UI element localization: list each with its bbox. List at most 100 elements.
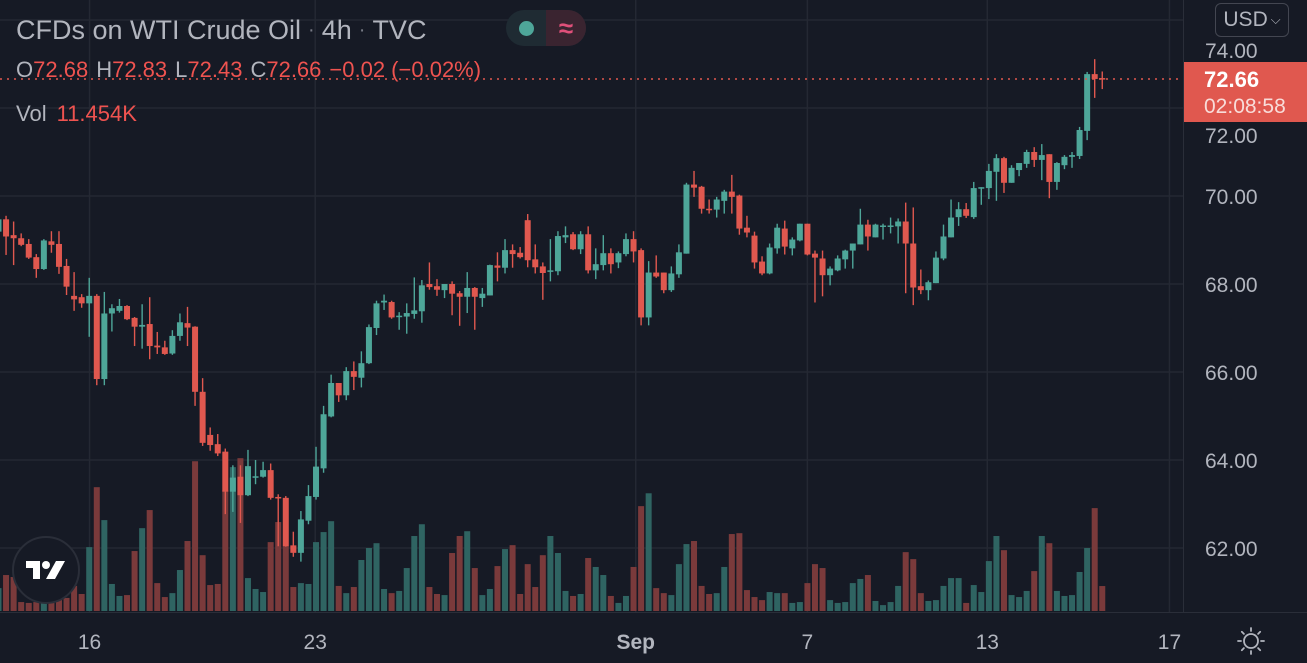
candle-body xyxy=(40,240,47,270)
candle-body xyxy=(252,476,259,478)
candle-body xyxy=(1099,78,1106,80)
currency-button[interactable]: USD ⌵ xyxy=(1215,3,1289,37)
volume-bar xyxy=(1099,586,1106,611)
candle-body xyxy=(1038,155,1045,160)
volume-bar xyxy=(320,532,327,611)
volume-legend[interactable]: Vol 11.454K xyxy=(16,101,137,127)
candle-body xyxy=(418,285,425,312)
candle-body xyxy=(1053,163,1060,182)
volume-bar xyxy=(479,595,486,611)
volume-bar xyxy=(275,522,282,611)
candle-body xyxy=(207,434,214,446)
tradingview-logo[interactable] xyxy=(12,536,80,604)
volume-bar xyxy=(237,458,244,611)
candle-body xyxy=(517,252,524,258)
candle-body xyxy=(101,313,108,380)
candle-body xyxy=(985,170,992,189)
time-tick-label: 13 xyxy=(976,631,999,654)
candle-body xyxy=(622,239,629,255)
candle-body xyxy=(577,234,584,250)
candle-body xyxy=(691,184,698,188)
candle-body xyxy=(993,158,1000,172)
volume-bar xyxy=(827,600,834,611)
candle-body xyxy=(774,227,781,249)
settings-sun-icon[interactable] xyxy=(1236,626,1266,656)
candle-body xyxy=(819,258,826,276)
candle-body xyxy=(849,243,856,251)
candle-body xyxy=(834,258,841,271)
volume-bar xyxy=(895,585,902,611)
volume-bar xyxy=(335,585,342,611)
candle-body xyxy=(781,228,788,247)
separator: · xyxy=(358,18,366,41)
high-value: 72.83 xyxy=(112,57,168,82)
volume-bar xyxy=(600,575,607,611)
candle-body xyxy=(736,195,743,229)
candle-body xyxy=(176,322,183,336)
volume-bar xyxy=(441,595,448,611)
volume-bar xyxy=(524,564,531,611)
symbol-title[interactable]: CFDs on WTI Crude Oil · 4h · TVC xyxy=(16,12,426,48)
volume-bar xyxy=(948,578,955,611)
time-axis[interactable]: 16 23 Sep 7 13 17 xyxy=(78,631,1181,654)
candle-body xyxy=(1061,156,1068,166)
candle-body xyxy=(925,282,932,291)
candle-body xyxy=(698,186,705,209)
volume-bar xyxy=(509,545,516,611)
candle-body xyxy=(502,250,509,268)
candle-body xyxy=(139,324,146,327)
candle-body xyxy=(978,187,985,189)
market-status-toggle[interactable]: ≈ xyxy=(506,10,586,46)
volume-bar xyxy=(978,592,985,611)
price-axis[interactable]: 74.00 72.00 70.00 68.00 66.00 64.00 62.00 xyxy=(1205,40,1258,561)
candle-body xyxy=(857,224,864,245)
volume-bar xyxy=(222,490,229,611)
candle-body xyxy=(638,250,645,318)
volume-bar xyxy=(638,506,645,611)
volume-bar xyxy=(78,593,85,611)
candle-body xyxy=(116,306,123,311)
candle-body xyxy=(456,293,463,297)
time-tick-label: 7 xyxy=(802,631,814,654)
volume-bar xyxy=(456,536,463,611)
volume-bar xyxy=(585,558,592,611)
candle-body xyxy=(1023,152,1030,164)
candle-body xyxy=(214,444,221,454)
candle-body xyxy=(33,257,40,270)
volume-bar xyxy=(736,533,743,611)
candle-body xyxy=(1046,154,1053,182)
candle-body xyxy=(71,295,78,300)
volume-bar xyxy=(18,602,25,611)
candle-body xyxy=(471,287,478,297)
price-tick-label: 62.00 xyxy=(1205,538,1258,561)
volume-bar xyxy=(486,588,493,611)
low-label: L xyxy=(175,57,188,82)
candle-body xyxy=(524,220,531,261)
volume-bar xyxy=(759,600,766,611)
volume-bar xyxy=(622,595,629,611)
candle-body xyxy=(441,284,448,291)
volume-bar xyxy=(297,583,304,611)
volume-bar xyxy=(691,541,698,611)
volume-bar xyxy=(683,544,690,611)
candle-body xyxy=(411,310,418,314)
data-delay-icon[interactable]: ≈ xyxy=(546,10,586,46)
volume-bar xyxy=(1061,595,1068,611)
volume-bar xyxy=(562,590,569,611)
volume-bar xyxy=(494,566,501,611)
volume-bar xyxy=(1016,597,1023,611)
volume-bar xyxy=(124,595,131,611)
candle-body xyxy=(675,252,682,275)
volume-bar xyxy=(1023,590,1030,611)
candle-body xyxy=(1031,152,1038,160)
volume-bar xyxy=(71,585,78,611)
volume-bar xyxy=(403,568,410,611)
candle-body xyxy=(10,235,17,239)
candle-body xyxy=(864,224,871,237)
candle-body xyxy=(948,217,955,238)
candle-body xyxy=(25,243,32,258)
volume-bar xyxy=(1091,508,1098,611)
volume-bar xyxy=(706,593,713,611)
volume-bar xyxy=(781,593,788,611)
